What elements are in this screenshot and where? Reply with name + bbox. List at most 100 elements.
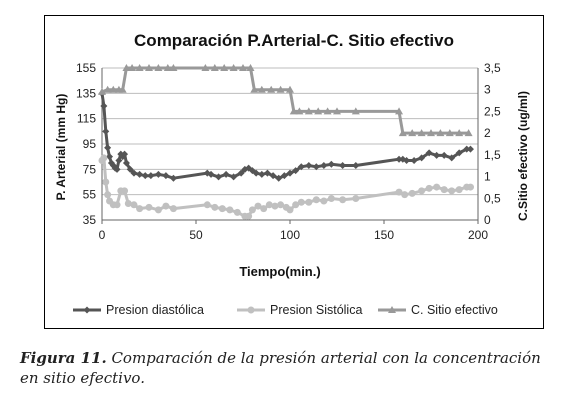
data-point <box>162 202 170 210</box>
data-point <box>226 206 234 214</box>
data-point <box>162 172 170 180</box>
data-point <box>154 170 162 178</box>
data-point <box>286 169 294 177</box>
data-point <box>260 205 268 213</box>
figure-label: Figura 11. <box>20 349 107 367</box>
caption-text: Comparación de la presión arterial con l… <box>20 349 541 387</box>
data-point <box>239 64 247 71</box>
y-axis-right-label: C.Sitio efectivo (ug/ml) <box>516 91 530 221</box>
data-point <box>292 167 300 175</box>
data-point <box>130 169 138 177</box>
data-point <box>121 150 129 158</box>
data-point <box>286 85 294 93</box>
chart-frame: Comparación P.Arterial-C. Sitio efectivo… <box>44 15 544 329</box>
data-point <box>403 156 411 164</box>
legend-swatch-marker <box>83 306 91 314</box>
data-point <box>118 85 127 93</box>
legend-item: C. Sitio efectivo <box>378 303 498 317</box>
data-point <box>455 186 463 194</box>
data-point <box>277 201 285 209</box>
data-point <box>327 194 335 202</box>
data-point <box>408 189 416 197</box>
data-point <box>201 64 210 71</box>
y-left-tick-label: 35 <box>83 213 97 227</box>
data-point <box>248 206 256 214</box>
data-point <box>466 145 474 153</box>
data-point <box>327 160 335 168</box>
data-point <box>395 155 403 163</box>
data-point <box>246 64 255 71</box>
legend-label: Presion diastólica <box>106 303 204 317</box>
y-left-tick-label: 75 <box>83 162 97 176</box>
data-point <box>323 107 332 115</box>
data-point <box>233 208 241 216</box>
legend-swatch-marker <box>388 306 396 313</box>
y-left-tick-label: 115 <box>77 112 96 126</box>
data-point <box>257 85 266 93</box>
data-point <box>135 64 144 71</box>
series-line <box>101 66 469 135</box>
data-point <box>104 144 112 152</box>
data-point <box>98 87 106 95</box>
data-point <box>436 129 445 137</box>
y-axis-left-label: P. Arterial (mm Hg) <box>54 94 68 201</box>
data-point <box>145 203 153 211</box>
data-point <box>263 169 271 177</box>
x-tick-label: 50 <box>189 228 203 242</box>
data-point <box>398 129 407 137</box>
data-point <box>136 205 144 213</box>
data-point <box>312 196 320 204</box>
y-left-tick-label: 55 <box>83 188 97 202</box>
y-right-tick-label: 1,5 <box>484 148 501 162</box>
data-point <box>267 85 276 93</box>
data-point <box>463 145 471 153</box>
y-left-tick-label: 95 <box>83 137 97 151</box>
y-left-tick-label: 135 <box>76 86 96 100</box>
data-point <box>295 107 304 115</box>
y-right-tick-label: 1 <box>484 170 491 184</box>
x-axis-label: Tiempo(min.) <box>239 264 320 279</box>
x-tick-label: 150 <box>374 228 394 242</box>
y-right-tick-label: 3,5 <box>484 61 501 75</box>
data-point <box>448 154 456 162</box>
data-point <box>128 64 137 71</box>
data-point <box>269 172 277 180</box>
legend-swatch-marker <box>247 306 255 314</box>
data-point <box>222 170 230 178</box>
data-point <box>211 203 219 211</box>
data-point <box>314 107 323 115</box>
data-point <box>163 64 172 71</box>
data-point <box>305 198 313 206</box>
y-right-tick-label: 0 <box>484 213 491 227</box>
data-point <box>425 184 433 192</box>
data-point <box>237 169 245 177</box>
data-point <box>169 205 177 213</box>
data-point <box>292 201 300 209</box>
data-point <box>126 165 134 173</box>
data-point <box>124 200 132 208</box>
data-point <box>210 64 219 71</box>
data-point <box>408 129 417 137</box>
data-point <box>154 64 163 71</box>
data-point <box>215 173 223 181</box>
data-point <box>401 191 409 199</box>
data-point <box>169 64 178 71</box>
data-point <box>115 156 123 164</box>
data-point <box>141 172 149 180</box>
data-point <box>271 202 279 210</box>
data-point <box>250 85 259 93</box>
data-point <box>245 212 253 220</box>
data-point <box>147 172 155 180</box>
axes: 35 55 75 95 115 135 155 0 0,5 1 1,5 2 2,5 3 3,5 0 50 100 1… <box>76 61 501 242</box>
series-layer <box>98 64 474 220</box>
data-point <box>145 64 153 71</box>
data-point <box>258 170 266 178</box>
data-point <box>113 165 121 173</box>
legend-label: Presion Sistólica <box>270 303 362 317</box>
series-2 <box>98 64 473 137</box>
data-point <box>417 129 426 137</box>
data-point <box>352 194 360 202</box>
data-point <box>418 187 426 195</box>
data-point <box>286 206 294 214</box>
data-point <box>109 85 118 93</box>
